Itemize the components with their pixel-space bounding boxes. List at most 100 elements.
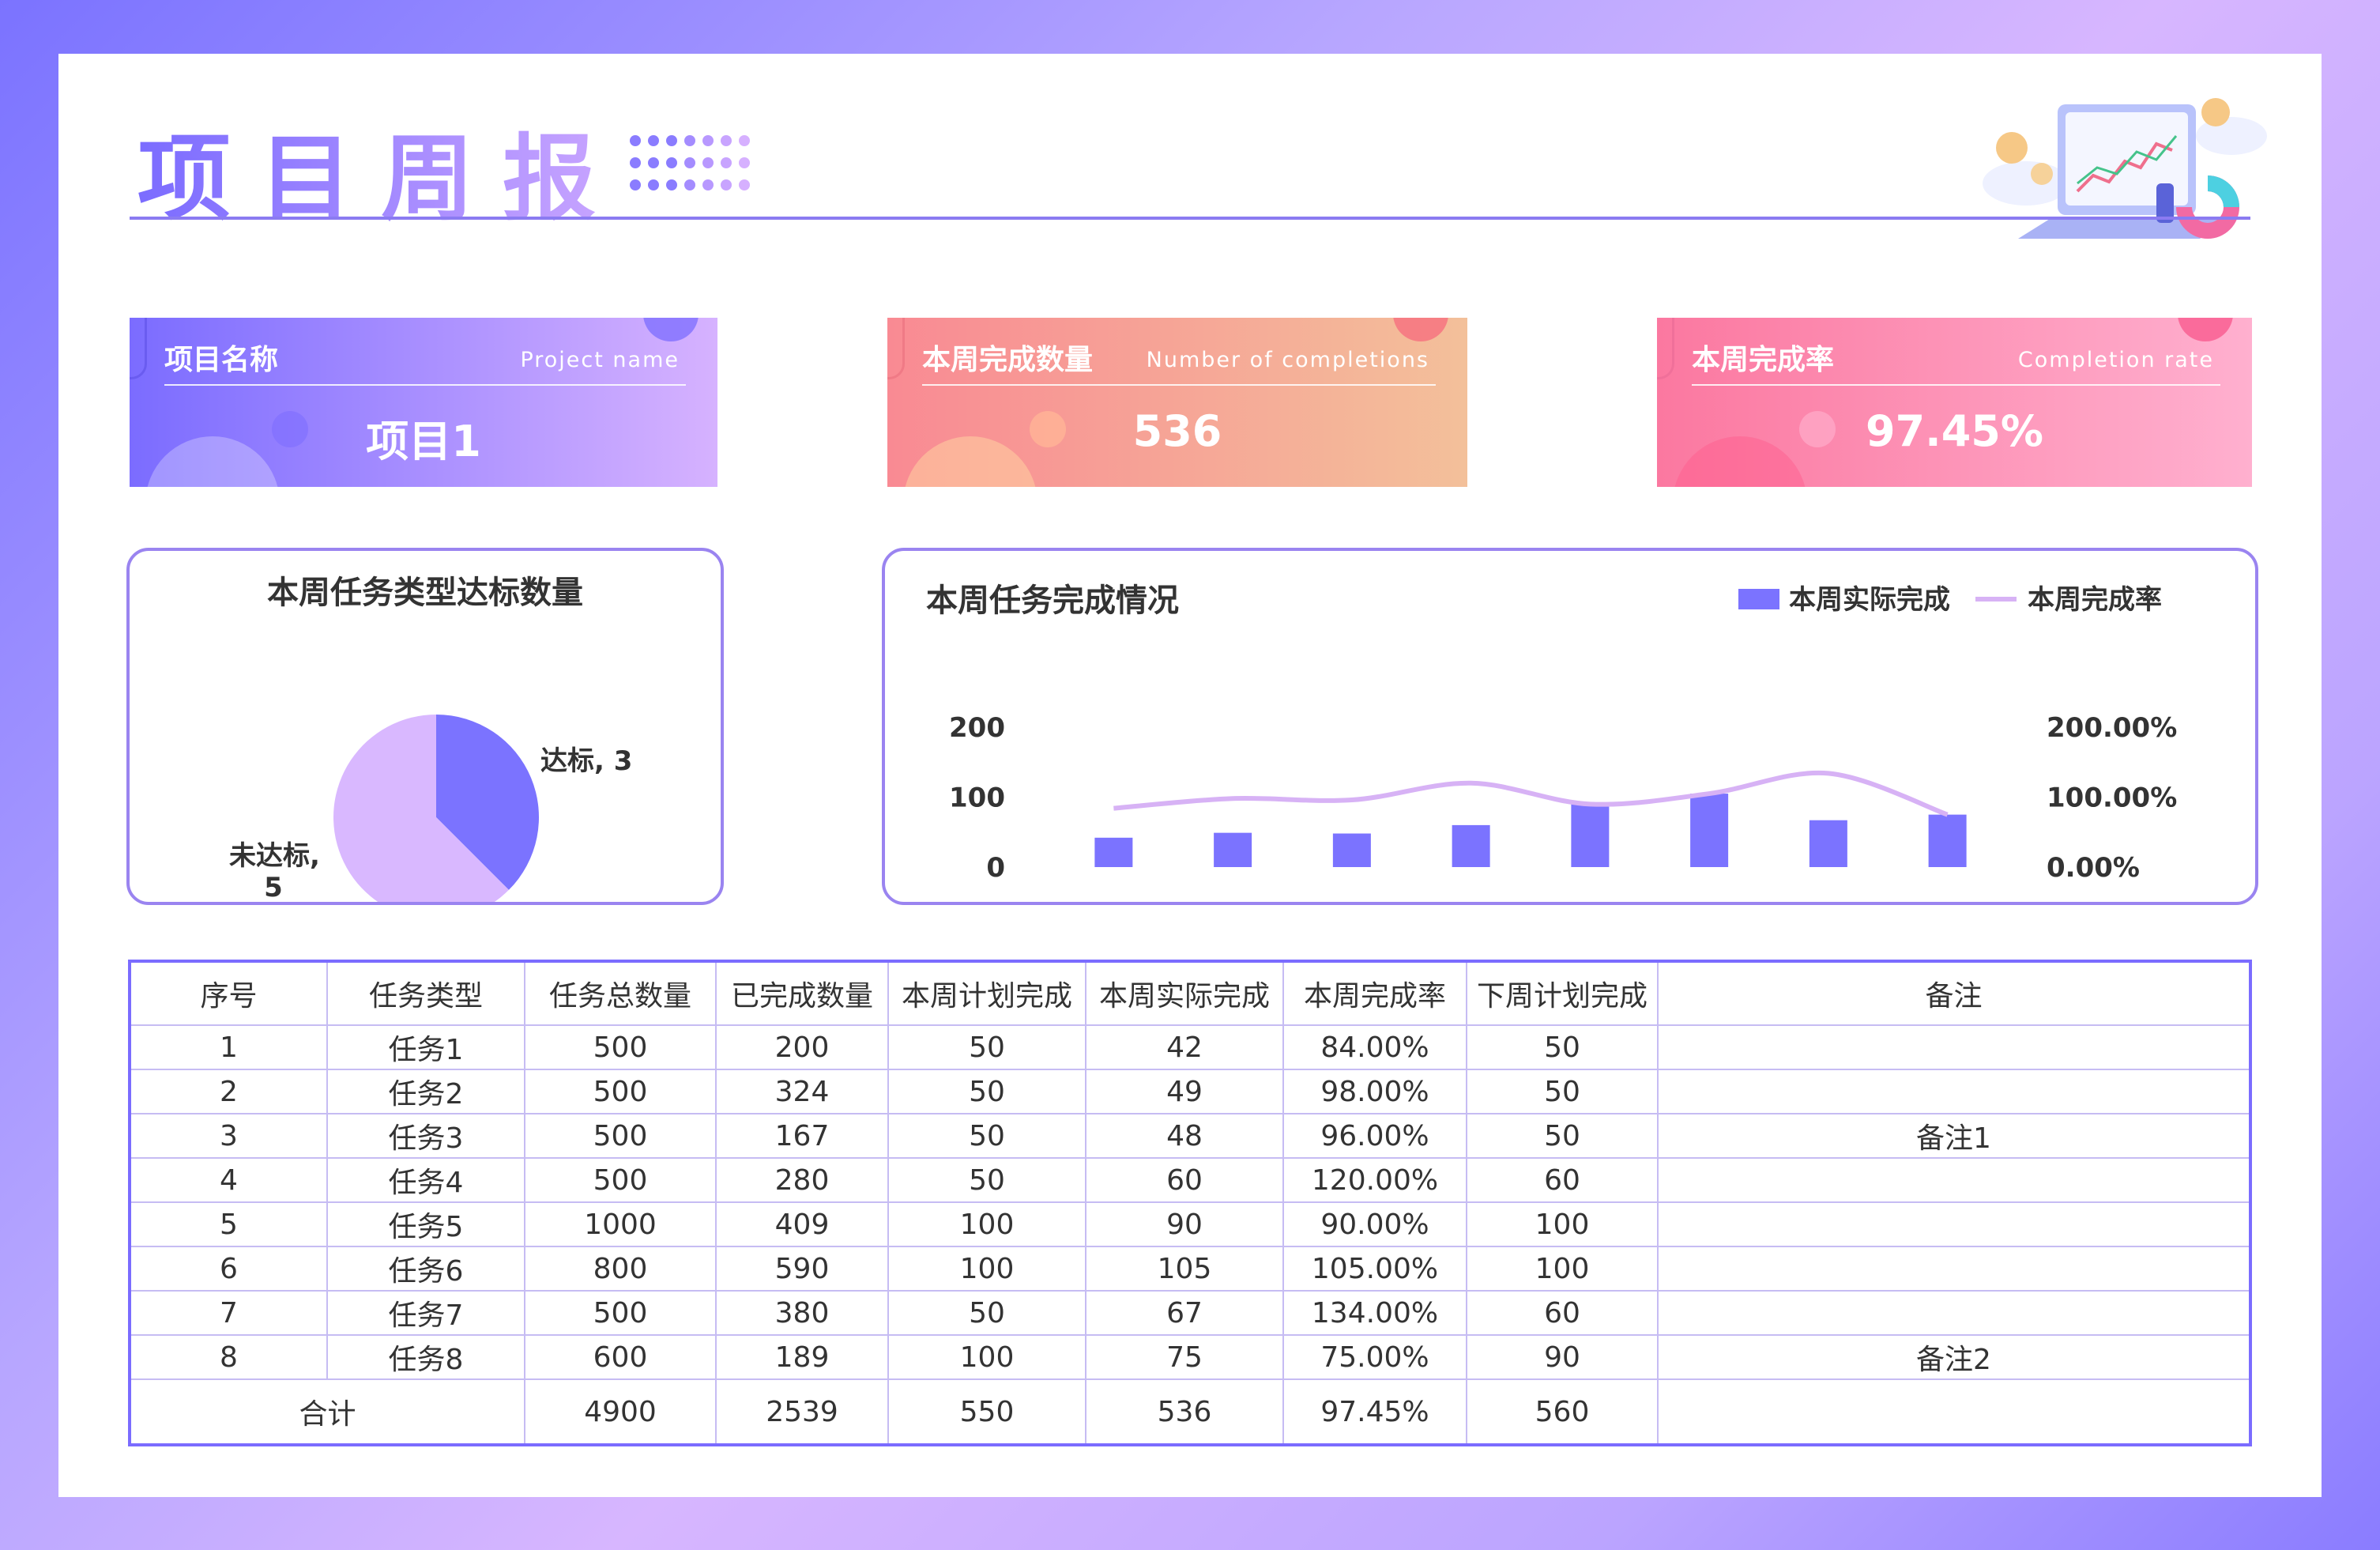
table-cell: 120.00%	[1282, 1157, 1467, 1203]
table-cell: 100	[887, 1246, 1086, 1292]
table-cell: 60	[1466, 1290, 1659, 1336]
table-cell: 4	[129, 1157, 328, 1203]
table-cell: 49	[1085, 1069, 1284, 1114]
bar	[1809, 820, 1847, 867]
table-header-row: 序号 任务类型 任务总数量 已完成数量 本周计划完成 本周实际完成 本周完成率 …	[129, 960, 2251, 1026]
table-row: 5 任务5 1000 409 100 90 90.00% 100	[129, 1201, 2251, 1247]
bar	[1214, 832, 1252, 867]
card-value: 97.45%	[1866, 406, 2043, 456]
bar	[1452, 824, 1490, 867]
table-cell: 324	[715, 1069, 889, 1114]
clip-icon	[130, 318, 147, 379]
bar	[1332, 833, 1371, 867]
y-left-tick: 100	[949, 783, 1005, 814]
table-cell: 90	[1466, 1334, 1659, 1380]
table-cell: 48	[1085, 1113, 1284, 1159]
table-cell	[1657, 1246, 2251, 1292]
table-cell: 500	[524, 1290, 717, 1336]
table-cell: 任务8	[326, 1334, 525, 1380]
table-row: 1 任务1 500 200 50 42 84.00% 50	[129, 1024, 2251, 1070]
table-cell: 1	[129, 1024, 328, 1070]
table-cell: 任务5	[326, 1201, 525, 1247]
pie-slice	[436, 715, 539, 890]
table-total-row: 合计 4900 2539 550 536 97.45% 560	[129, 1378, 2251, 1446]
task-table: 序号 任务类型 任务总数量 已完成数量 本周计划完成 本周实际完成 本周完成率 …	[128, 960, 2252, 1446]
col-header-plan: 本周计划完成	[887, 960, 1086, 1026]
laptop-chart-illustration-icon	[1983, 98, 2267, 239]
col-header-total: 任务总数量	[524, 960, 717, 1026]
table-cell: 167	[715, 1113, 889, 1159]
table-cell: 50	[1466, 1024, 1659, 1070]
table-cell: 280	[715, 1157, 889, 1203]
table-cell: 500	[524, 1113, 717, 1159]
legend-bar-swatch	[1738, 589, 1779, 609]
table-cell: 75	[1085, 1334, 1284, 1380]
table-cell: 任务6	[326, 1246, 525, 1292]
table-row: 6 任务6 800 590 100 105 105.00% 100	[129, 1246, 2251, 1292]
table-cell: 105	[1085, 1246, 1284, 1292]
table-cell: 3	[129, 1113, 328, 1159]
table-cell: 84.00%	[1282, 1024, 1467, 1070]
clip-icon	[887, 318, 905, 379]
col-header-index: 序号	[129, 960, 328, 1026]
combo-chart-title: 本周任务完成情况	[926, 583, 1179, 619]
table-row: 3 任务3 500 167 50 48 96.00% 50 备注1	[129, 1113, 2251, 1159]
table-cell: 50	[887, 1290, 1086, 1336]
bar	[1690, 794, 1729, 867]
total-cell: 合计	[129, 1378, 525, 1446]
card-label: 本周完成率	[1692, 344, 1835, 376]
report-sheet: 项目周报	[58, 54, 2322, 1497]
table-cell: 100	[887, 1334, 1086, 1380]
table-cell	[1657, 1069, 2251, 1114]
card-label-en: Number of completions	[1146, 348, 1429, 372]
title-underline	[130, 217, 2250, 220]
y-right-tick: 200.00%	[2047, 712, 2177, 744]
table-cell: 50	[887, 1157, 1086, 1203]
col-header-next: 下周计划完成	[1466, 960, 1659, 1026]
card-label-en: Project name	[520, 348, 680, 372]
table-cell: 任务3	[326, 1113, 525, 1159]
card-value: 项目1	[366, 417, 481, 466]
table-cell: 8	[129, 1334, 328, 1380]
card-label: 本周完成数量	[922, 344, 1094, 376]
table-cell: 备注2	[1657, 1334, 2251, 1380]
table-cell	[1657, 1290, 2251, 1336]
table-cell: 90.00%	[1282, 1201, 1467, 1247]
completion-count-card: 本周完成数量 Number of completions 536	[887, 318, 1467, 487]
table-row: 8 任务8 600 189 100 75 75.00% 90 备注2	[129, 1334, 2251, 1380]
pie-label: 达标, 3	[540, 745, 632, 777]
table-cell: 42	[1085, 1024, 1284, 1070]
bar	[1928, 814, 1967, 867]
table-cell: 60	[1085, 1157, 1284, 1203]
table-cell: 2	[129, 1069, 328, 1114]
card-label-en: Completion rate	[2017, 348, 2214, 372]
table-cell: 75.00%	[1282, 1334, 1467, 1380]
pie-chart-panel: 本周任务类型达标数量 达标, 3 未达标, 5	[126, 548, 724, 905]
table-cell: 590	[715, 1246, 889, 1292]
table-cell: 50	[1466, 1069, 1659, 1114]
total-cell: 550	[887, 1378, 1086, 1446]
table-cell: 7	[129, 1290, 328, 1336]
decorative-dots-icon	[630, 135, 750, 190]
table-cell: 50	[887, 1069, 1086, 1114]
y-right-tick: 0.00%	[2047, 852, 2140, 884]
table-row: 7 任务7 500 380 50 67 134.00% 60	[129, 1290, 2251, 1336]
col-header-done: 已完成数量	[715, 960, 889, 1026]
pie-chart-title: 本周任务类型达标数量	[267, 575, 583, 611]
pie-label: 5	[264, 872, 283, 902]
total-cell: 536	[1085, 1378, 1284, 1446]
table-cell: 100	[1466, 1246, 1659, 1292]
total-cell: 4900	[524, 1378, 717, 1446]
table-cell: 105.00%	[1282, 1246, 1467, 1292]
col-header-type: 任务类型	[326, 960, 525, 1026]
table-cell: 50	[887, 1024, 1086, 1070]
total-cell: 560	[1466, 1378, 1659, 1446]
col-header-note: 备注	[1657, 960, 2251, 1026]
table-cell: 50	[887, 1113, 1086, 1159]
table-cell: 100	[887, 1201, 1086, 1247]
legend-bar-label: 本周实际完成	[1789, 584, 1950, 616]
y-left-tick: 0	[986, 852, 1005, 884]
table-cell: 6	[129, 1246, 328, 1292]
table-cell: 96.00%	[1282, 1113, 1467, 1159]
